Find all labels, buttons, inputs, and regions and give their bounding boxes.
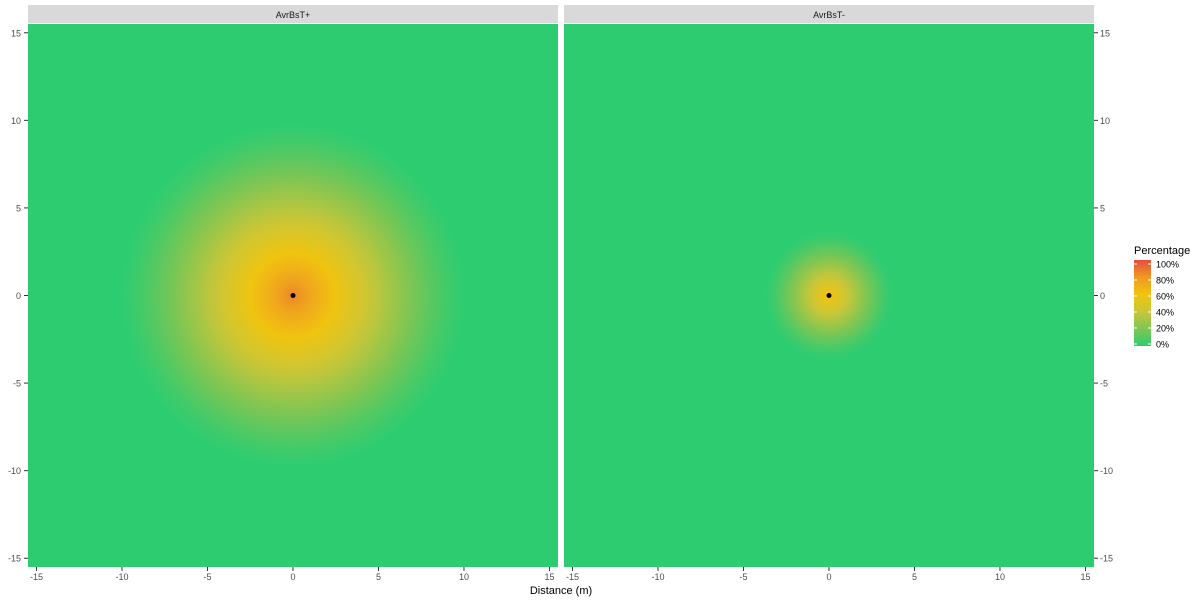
- strip-title-avrbst-plus: AvrBsT+: [276, 10, 311, 20]
- legend-title: Percentage: [1134, 245, 1190, 257]
- y-axis-right: -15 -10 -5 0 5 10 15: [1094, 28, 1113, 564]
- y-tick-label-right: 15: [1100, 28, 1110, 38]
- y-tick-label-left: 5: [16, 203, 21, 213]
- x-tick-label: 0: [290, 572, 295, 582]
- x-tick-label: 10: [459, 572, 469, 582]
- y-tick-label-right: -15: [1100, 554, 1113, 564]
- x-tick-label: 5: [376, 572, 381, 582]
- legend-colorbar: [1134, 260, 1151, 346]
- panel-avrbst-minus: AvrBsT-: [564, 5, 1094, 567]
- legend-label: 100%: [1156, 260, 1179, 270]
- y-tick-label-left: -15: [8, 554, 21, 564]
- x-tick-label: -15: [30, 572, 43, 582]
- x-tick-label: -5: [740, 572, 748, 582]
- x-axis-avrbst-plus: -15 -10 -5 0 5 10 15: [30, 567, 554, 582]
- y-tick-label-right: 10: [1100, 116, 1110, 126]
- x-tick-label: -5: [204, 572, 212, 582]
- y-tick-label-right: -5: [1100, 379, 1108, 389]
- legend-label: 40%: [1156, 308, 1174, 318]
- x-tick-label: 15: [1080, 572, 1090, 582]
- y-tick-label-right: 0: [1100, 291, 1105, 301]
- legend-ticks: 100% 80% 60% 40% 20% 0%: [1134, 260, 1179, 350]
- y-tick-label-left: 10: [11, 116, 21, 126]
- x-tick-label: 0: [826, 572, 831, 582]
- x-axis-label: Distance (m): [530, 585, 592, 597]
- legend-label: 60%: [1156, 292, 1174, 302]
- x-tick-label: -15: [566, 572, 579, 582]
- y-axis-left: -15 -10 -5 0 5 10 15: [8, 28, 28, 564]
- y-tick-label-left: 0: [16, 291, 21, 301]
- legend-label: 80%: [1156, 276, 1174, 286]
- y-tick-label-right: -10: [1100, 466, 1113, 476]
- y-tick-label-left: 15: [11, 28, 21, 38]
- y-tick-label-left: -5: [13, 379, 21, 389]
- x-tick-label: 10: [995, 572, 1005, 582]
- y-tick-label-left: -10: [8, 466, 21, 476]
- legend: Percentage 100% 80% 60% 40% 20% 0%: [1134, 245, 1190, 350]
- x-axis-avrbst-minus: -15 -10 -5 0 5 10 15: [566, 567, 1090, 582]
- x-tick-label: 5: [912, 572, 917, 582]
- x-tick-label: -10: [652, 572, 665, 582]
- center-marker-avrbst-minus: [826, 293, 832, 298]
- y-tick-label-right: 5: [1100, 203, 1105, 213]
- strip-avrbst-plus: [28, 5, 558, 23]
- strip-title-avrbst-minus: AvrBsT-: [813, 10, 845, 20]
- center-marker-avrbst-plus: [290, 293, 296, 298]
- panel-avrbst-plus: AvrBsT+: [28, 5, 558, 567]
- strip-avrbst-minus: [564, 5, 1094, 23]
- x-tick-label: -10: [116, 572, 129, 582]
- legend-label: 20%: [1156, 324, 1174, 334]
- x-tick-label: 15: [544, 572, 554, 582]
- legend-label: 0%: [1156, 340, 1169, 350]
